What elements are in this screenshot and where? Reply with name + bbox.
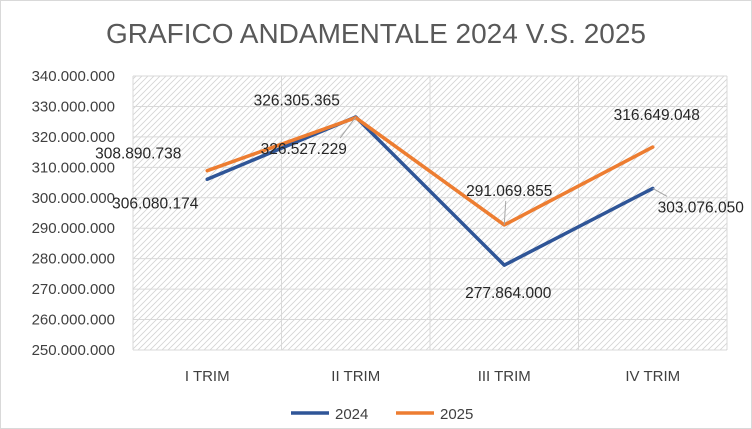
label-leader-line <box>652 187 668 197</box>
legend-label-2024: 2024 <box>335 406 368 423</box>
data-label-2024-4: 303.076.050 <box>658 199 745 216</box>
data-labels: 306.080.174 326.527.229 277.864.000 303.076… <box>95 93 744 302</box>
x-tick-label: I TRIM <box>185 368 230 385</box>
data-label-2025-1: 308.890.738 <box>95 146 181 163</box>
y-tick-label: 260.000.000 <box>32 312 115 329</box>
y-tick-label: 290.000.000 <box>32 220 115 237</box>
legend-label-2025: 2025 <box>440 406 473 423</box>
data-label-2024-2: 326.527.229 <box>261 141 347 158</box>
x-tick-label: IV TRIM <box>625 368 680 385</box>
y-tick-label: 340.000.000 <box>32 68 115 85</box>
y-tick-label: 320.000.000 <box>32 129 115 146</box>
x-tick-label: II TRIM <box>331 368 380 385</box>
gridlines <box>132 75 728 351</box>
data-label-2024-3: 277.864.000 <box>465 285 552 302</box>
data-label-2025-2: 326.305.365 <box>254 93 340 110</box>
y-tick-label: 310.000.000 <box>32 159 115 176</box>
series-line-2024 <box>205 115 655 267</box>
data-label-2025-4: 316.649.048 <box>614 107 700 124</box>
x-axis: I TRIM II TRIM III TRIM IV TRIM <box>185 368 680 385</box>
series-line-2025 <box>205 115 655 227</box>
x-tick-label: III TRIM <box>478 368 531 385</box>
y-tick-label: 300.000.000 <box>32 190 115 207</box>
data-label-2024-1: 306.080.174 <box>112 195 199 212</box>
y-tick-label: 330.000.000 <box>32 98 115 115</box>
label-leader-line <box>339 116 357 139</box>
data-label-2025-3: 291.069.855 <box>466 183 552 200</box>
y-tick-label: 280.000.000 <box>32 251 115 268</box>
label-leader-line <box>503 200 507 225</box>
legend: 2024 2025 <box>291 406 473 423</box>
series-lines <box>205 115 655 267</box>
y-axis: 250.000.000 260.000.000 270.000.000 280.000… <box>32 68 115 359</box>
y-tick-label: 270.000.000 <box>32 281 115 298</box>
chart-title: GRAFICO ANDAMENTALE 2024 V.S. 2025 <box>106 18 646 49</box>
y-tick-label: 250.000.000 <box>32 342 115 359</box>
